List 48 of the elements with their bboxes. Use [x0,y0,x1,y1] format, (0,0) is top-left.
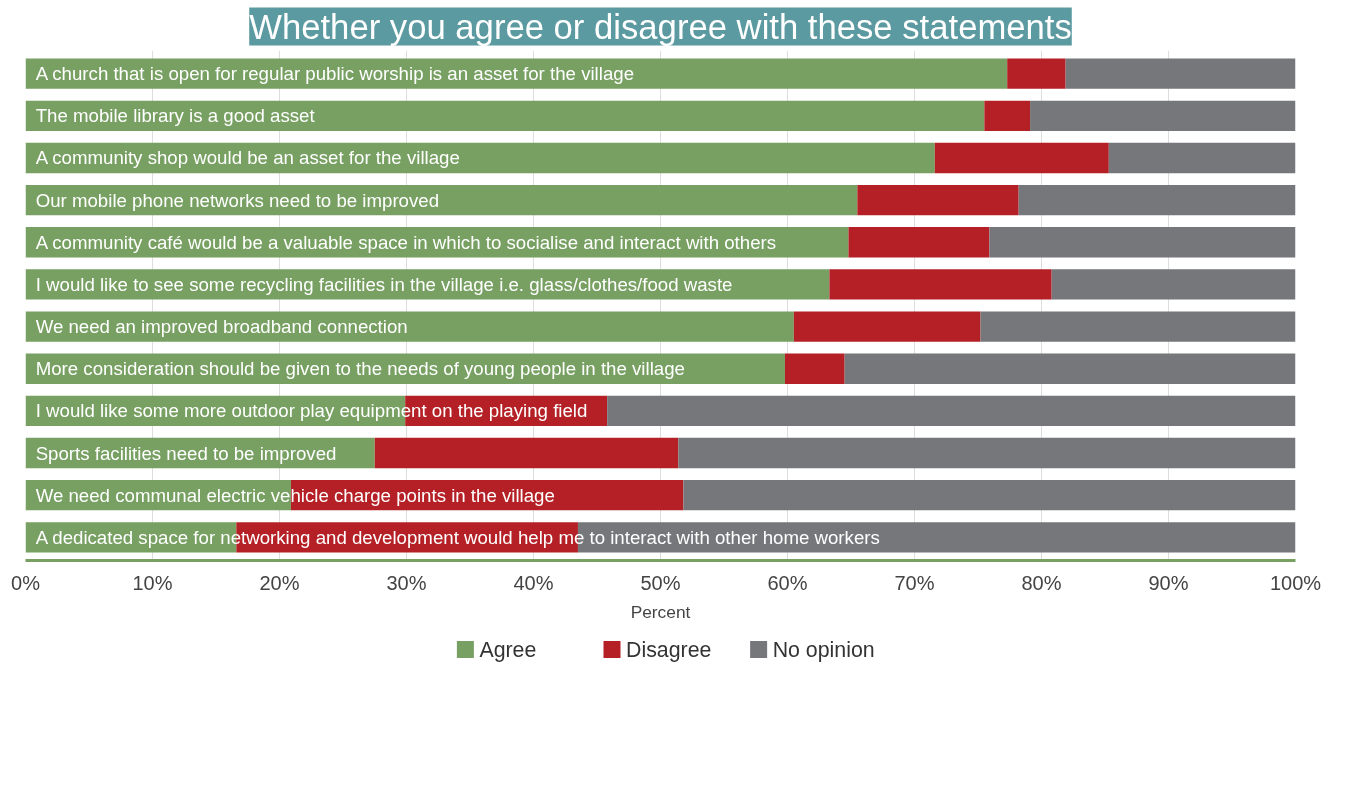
bar [1051,269,1296,300]
bar [1108,142,1296,174]
y-tick-label: A community café would be a valuable space in which to socialise and interact with others [35,231,777,253]
x-tick-label: 60% [767,571,808,594]
x-tick-label: 0% [11,571,41,594]
legend-label: Agree [479,637,537,662]
bar [784,353,845,384]
y-tick-label: More consideration should be given to the needs of young people in the village [35,358,685,380]
bar [980,311,1296,342]
y-tick-label: Our mobile phone networks need to be improved [35,189,440,211]
legend-label: No opinion [772,637,875,662]
bar [1007,58,1066,89]
y-tick-label: We need an improved broadband connection [35,316,408,338]
y-tick-label: The mobile library is a good asset [35,105,316,127]
bar [844,353,1296,384]
x-tick-label: 20% [259,571,300,594]
bar [848,227,990,258]
x-tick-label: 50% [640,571,681,594]
bar [678,437,1296,469]
bar [829,269,1052,300]
bar [374,437,679,469]
chart-title: Whether you agree or disagree with these statements [249,7,1072,46]
bar [1030,100,1296,131]
bar [1018,184,1296,216]
x-tick-label: 10% [132,571,173,594]
x-tick-label: 70% [894,571,935,594]
bar [683,480,1296,511]
y-tick-label: I would like to see some recycling facilities in the village i.e. glass/clothes/food waste [35,273,733,295]
bar [25,142,935,174]
x-tick-label: 30% [386,571,427,594]
bar [25,311,794,342]
bar [989,227,1296,258]
legend-label: Disagree [626,637,712,662]
bar [934,142,1109,174]
x-tick-label: 90% [1148,571,1189,594]
x-tick-label: 100% [1269,571,1322,594]
bar [984,100,1031,131]
x-axis-title: Percent [630,601,691,622]
y-tick-label: A church that is open for regular public worship is an asset for the village [35,63,635,85]
bar [857,184,1019,216]
bar [1065,58,1296,89]
y-tick-label: Sports facilities need to be improved [35,442,337,464]
bar [25,100,985,131]
x-tick-label: 80% [1021,571,1062,594]
bar [793,311,981,342]
x-tick-label: 40% [513,571,554,594]
y-tick-label: A community shop would be an asset for the village [35,147,460,169]
bar [607,395,1296,427]
